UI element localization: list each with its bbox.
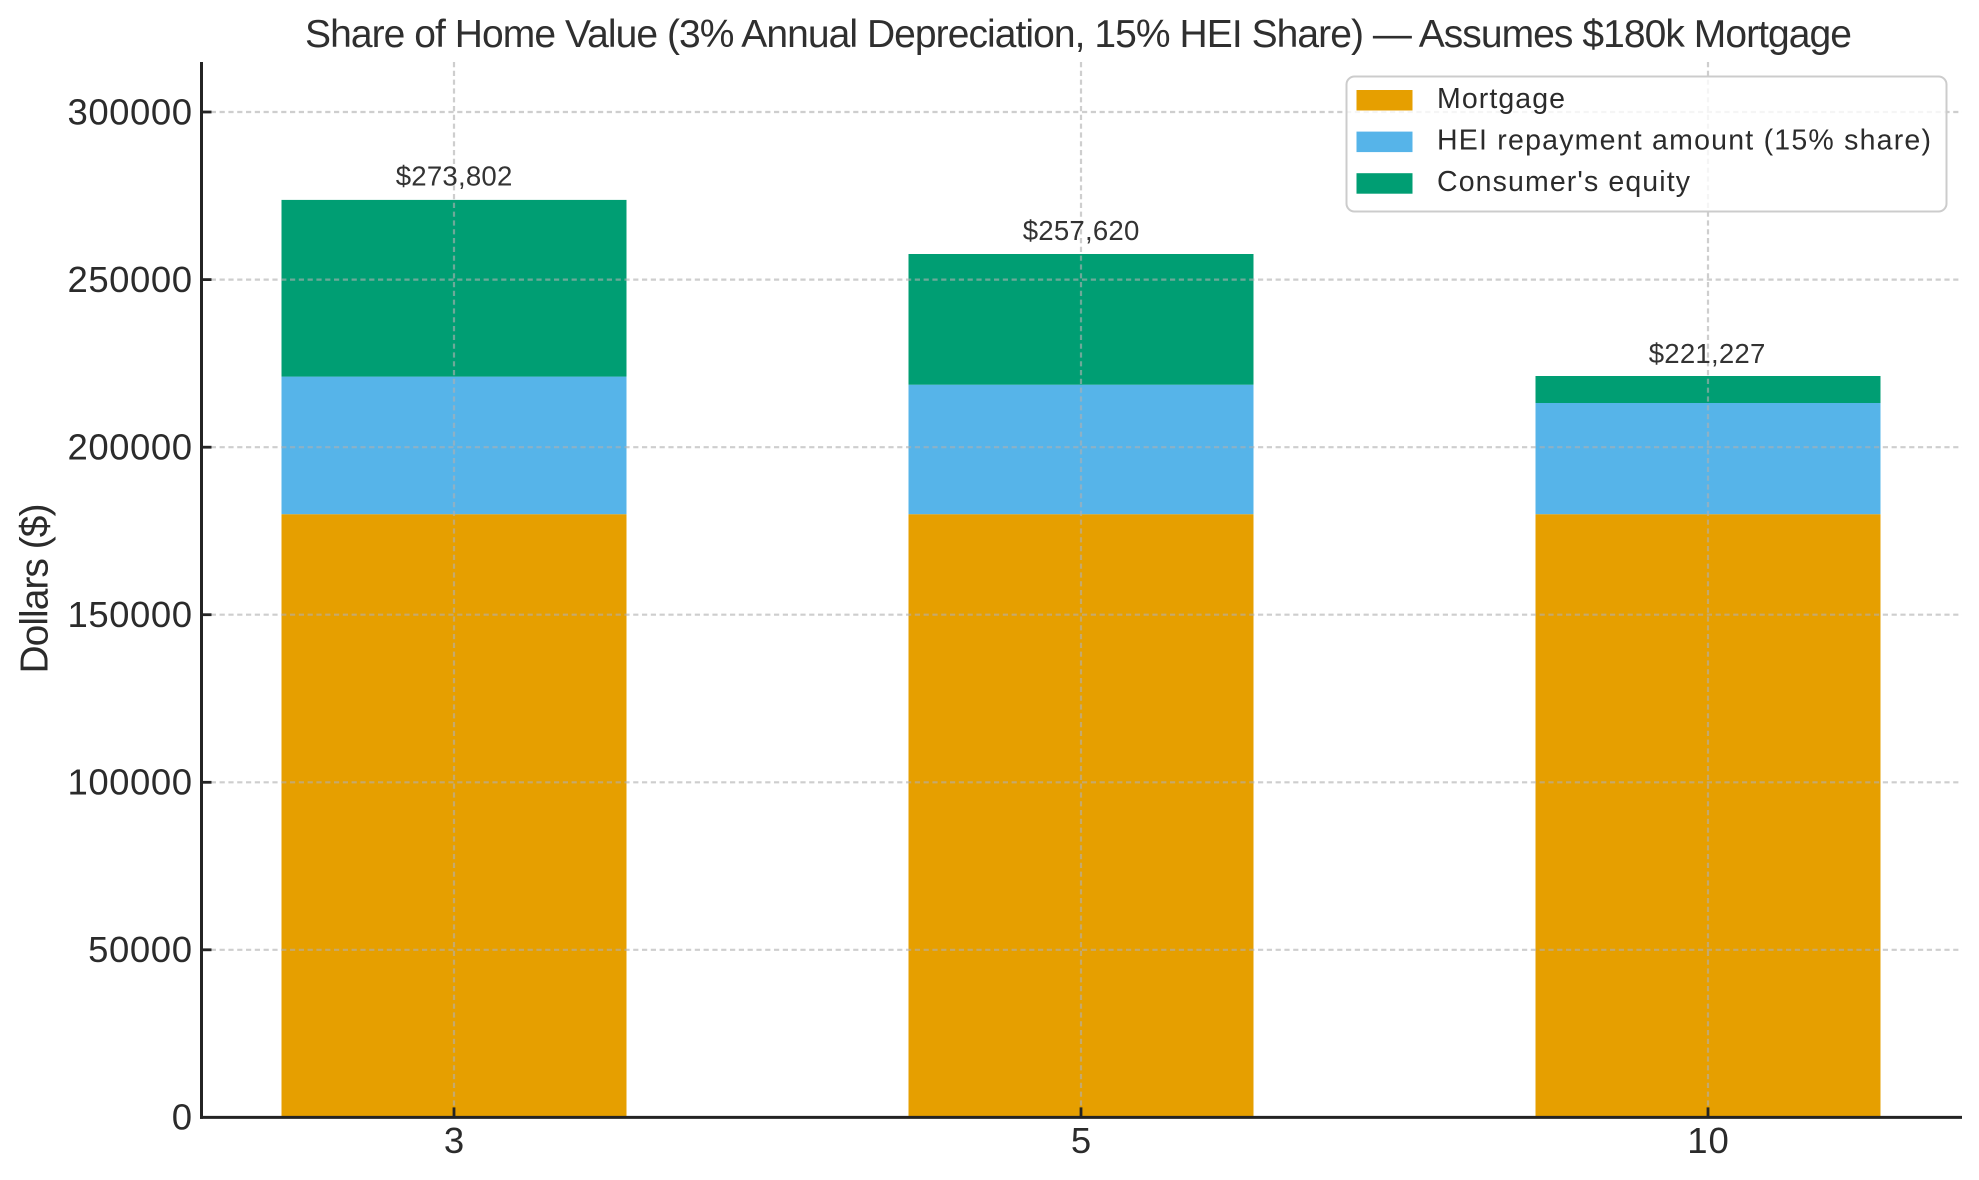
svg-text:50000: 50000 — [88, 929, 192, 970]
svg-text:0: 0 — [172, 1097, 192, 1138]
svg-text:10: 10 — [1687, 1120, 1729, 1161]
svg-text:HEI repayment amount (15% shar: HEI repayment amount (15% share) — [1437, 125, 1931, 157]
svg-text:$257,620: $257,620 — [1023, 215, 1140, 246]
svg-text:Dollars ($): Dollars ($) — [14, 504, 57, 674]
svg-text:$273,802: $273,802 — [396, 160, 513, 191]
svg-text:250000: 250000 — [68, 259, 193, 300]
svg-text:150000: 150000 — [68, 594, 193, 635]
svg-text:300000: 300000 — [68, 91, 193, 132]
svg-text:Mortgage: Mortgage — [1437, 83, 1565, 115]
svg-text:5: 5 — [1071, 1120, 1091, 1161]
svg-text:Consumer's equity: Consumer's equity — [1437, 166, 1691, 198]
svg-text:100000: 100000 — [68, 762, 193, 803]
svg-text:3: 3 — [444, 1120, 464, 1161]
svg-text:200000: 200000 — [68, 427, 193, 468]
svg-text:$221,227: $221,227 — [1649, 338, 1766, 369]
svg-text:Share of Home Value (3% Annual: Share of Home Value (3% Annual Depreciat… — [305, 13, 1852, 56]
